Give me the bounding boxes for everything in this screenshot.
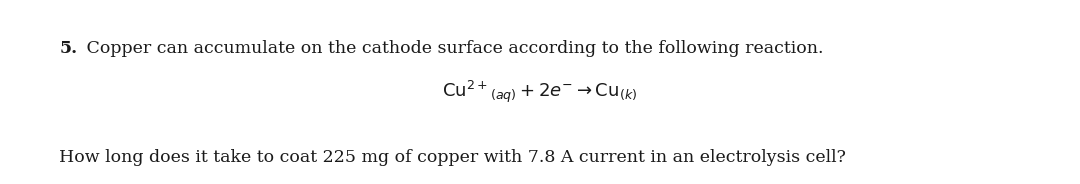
Text: How long does it take to coat 225 mg of copper with 7.8 A current in an electrol: How long does it take to coat 225 mg of …: [59, 149, 847, 166]
Text: $\mathrm{Cu}^{2+}{}_{(aq)} + 2e^{-} \rightarrow \mathrm{Cu}_{(k)}$: $\mathrm{Cu}^{2+}{}_{(aq)} + 2e^{-} \rig…: [443, 79, 637, 105]
Text: 5.: 5.: [59, 40, 78, 57]
Text: Copper can accumulate on the cathode surface according to the following reaction: Copper can accumulate on the cathode sur…: [81, 40, 823, 57]
